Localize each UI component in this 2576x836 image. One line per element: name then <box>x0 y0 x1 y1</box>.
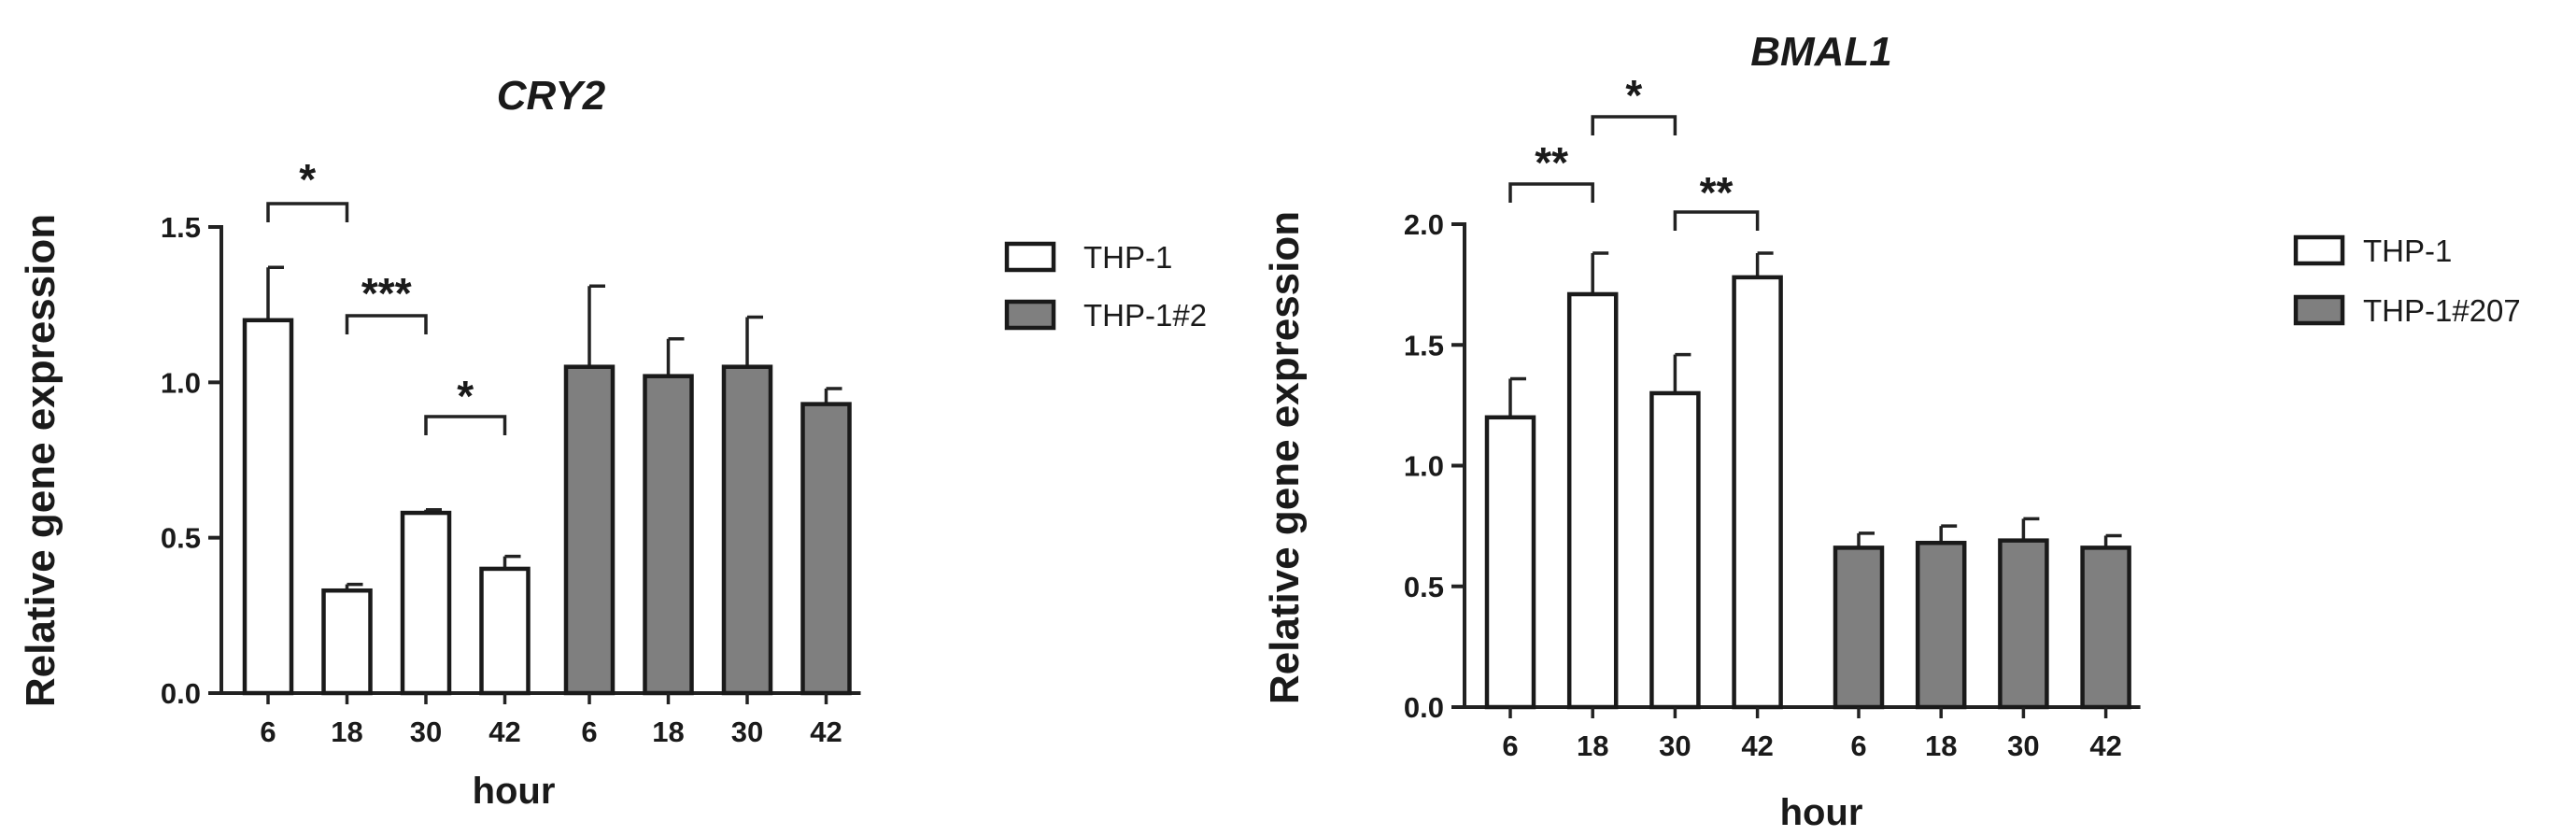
x-tick-label: 6 <box>260 716 276 748</box>
significance-label: * <box>457 372 474 420</box>
significance-label: *** <box>361 269 412 318</box>
x-tick-label: 42 <box>1741 730 1773 762</box>
legend-swatch <box>2293 294 2345 326</box>
bar-series1-18 <box>321 588 373 696</box>
bar-series2-30 <box>721 364 773 696</box>
x-tick-label: 18 <box>652 716 684 748</box>
chart-title: CRY2 <box>497 73 606 119</box>
bar-series1-42 <box>479 566 531 696</box>
significance-label: ** <box>1535 138 1568 187</box>
significance-bracket <box>1591 115 1677 135</box>
chart-title: BMAL1 <box>1750 29 1892 75</box>
y-tick-label: 2.0 <box>1404 208 1444 241</box>
y-tick-label: 1.5 <box>161 211 201 244</box>
bar-series1-30 <box>400 510 452 696</box>
bar-series1-6 <box>242 318 294 696</box>
legend-swatch <box>1004 299 1056 331</box>
x-tick-label: 30 <box>1659 730 1691 762</box>
bar-series1-18 <box>1566 291 1619 710</box>
x-tick-label: 18 <box>1925 730 1957 762</box>
y-axis-label: Relative gene expression <box>1262 211 1308 704</box>
legend-label: THP-1 <box>1083 240 1172 275</box>
legend-label: THP-1#207 <box>2363 293 2521 328</box>
bar-series2-6 <box>1833 546 1885 710</box>
y-tick-label: 0.5 <box>1404 571 1444 603</box>
significance-label: ** <box>1700 168 1734 217</box>
significance-bracket <box>1673 210 1760 231</box>
x-tick-label: 30 <box>2007 730 2039 762</box>
legend-label: THP-1 <box>2363 234 2452 268</box>
x-axis-label: hour <box>473 771 556 812</box>
y-tick-label: 1.5 <box>1404 329 1444 361</box>
x-tick-label: 42 <box>810 716 842 748</box>
y-tick-label: 0.5 <box>161 522 201 555</box>
bar-series1-6 <box>1484 415 1536 710</box>
y-tick-label: 1.0 <box>161 366 201 399</box>
bar-series2-18 <box>1915 540 1967 710</box>
x-tick-label: 6 <box>581 716 597 748</box>
x-tick-label: 30 <box>731 716 763 748</box>
significance-bracket <box>424 415 507 435</box>
chart-0: CRY2 Relative gene expression 0.0 0.5 1.0 1.5… <box>18 73 1207 812</box>
x-tick-label: 6 <box>1502 730 1518 762</box>
y-tick-label: 0.0 <box>161 677 201 710</box>
significance-bracket <box>266 202 349 222</box>
bar-series1-42 <box>1732 275 1783 710</box>
y-tick-label: 0.0 <box>1404 691 1444 724</box>
x-tick-label: 6 <box>1850 730 1866 762</box>
bar-series1-30 <box>1649 390 1701 710</box>
x-tick-label: 18 <box>1577 730 1608 762</box>
x-tick-label: 42 <box>2089 730 2121 762</box>
legend-swatch <box>2293 234 2345 266</box>
y-axis-label: Relative gene expression <box>18 214 64 707</box>
significance-bracket <box>1508 182 1594 203</box>
bar-series2-30 <box>1998 538 2049 710</box>
x-tick-label: 18 <box>331 716 362 748</box>
significance-bracket <box>345 314 428 334</box>
bar-series2-6 <box>563 364 616 696</box>
bar-series2-18 <box>643 374 694 696</box>
bar-series2-42 <box>800 402 852 696</box>
x-axis-label: hour <box>1780 792 1863 833</box>
significance-label: * <box>299 155 316 204</box>
significance-label: * <box>1625 71 1642 120</box>
y-tick-label: 1.0 <box>1404 450 1444 483</box>
bar-series2-42 <box>2080 546 2131 710</box>
chart-1: BMAL1 Relative gene expression 0.0 0.5 1.0 1.… <box>1262 29 2521 833</box>
x-tick-label: 42 <box>488 716 520 748</box>
x-tick-label: 30 <box>410 716 442 748</box>
legend-label: THP-1#2 <box>1083 298 1207 333</box>
legend-swatch <box>1004 241 1056 273</box>
